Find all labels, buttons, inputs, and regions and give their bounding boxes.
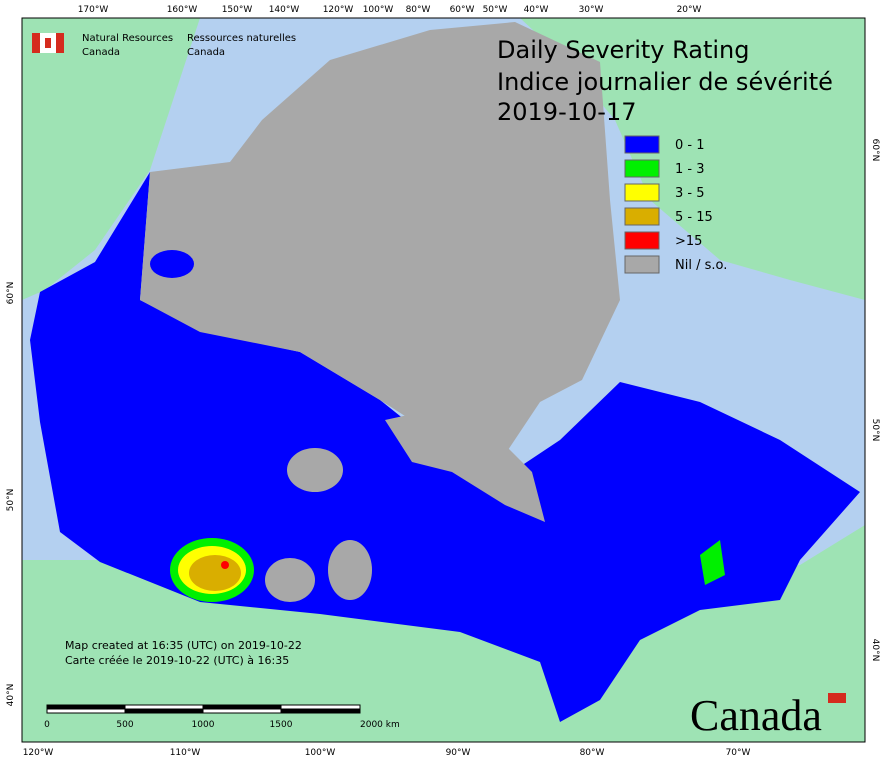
scale-segment [124, 708, 204, 714]
lon-label: 150°W [222, 5, 253, 15]
usa [22, 525, 865, 742]
arctic [140, 22, 620, 462]
scale-segment [46, 704, 126, 710]
scale-segment [202, 704, 282, 710]
title-line: Daily Severity Rating [497, 36, 749, 64]
flag-band [56, 33, 64, 53]
lon-label: 100°W [305, 748, 336, 758]
wordmark: Canada [690, 691, 822, 740]
scale-label: 500 [116, 720, 133, 730]
lat-label: 60°N [6, 282, 16, 305]
wordmark-flag [828, 693, 846, 703]
lon-label: 60°W [450, 5, 475, 15]
scale-segment [46, 708, 126, 714]
agency-fr: Canada [187, 47, 225, 58]
rating-patch [221, 561, 229, 569]
lon-label: 50°W [483, 5, 508, 15]
greenland [520, 18, 865, 300]
legend-label: 3 - 5 [675, 186, 705, 201]
lon-label: 140°W [269, 5, 300, 15]
legend-label: 0 - 1 [675, 138, 705, 153]
lon-label: 100°W [363, 5, 394, 15]
nil-patch [287, 448, 343, 492]
lon-label: 20°W [677, 5, 702, 15]
lon-label: 160°W [167, 5, 198, 15]
lon-label: 40°W [524, 5, 549, 15]
legend-swatch [624, 231, 660, 250]
lon-label: 80°W [406, 5, 431, 15]
lon-label: 70°W [726, 748, 751, 758]
lon-label: 90°W [446, 748, 471, 758]
lon-label: 170°W [78, 5, 109, 15]
agency-en: Natural Resources [82, 33, 173, 44]
lon-label: 120°W [323, 5, 354, 15]
scale-label: 0 [44, 720, 50, 730]
lon-label: 80°W [580, 748, 605, 758]
alaska [22, 18, 200, 300]
legend-swatch [624, 159, 660, 178]
agency-fr: Ressources naturelles [187, 33, 296, 44]
nil-patch [328, 540, 372, 600]
footer-line: Carte créée le 2019-10-22 (UTC) à 16:35 [65, 654, 289, 667]
lat-label: 60°N [870, 139, 880, 162]
agency-en: Canada [82, 47, 120, 58]
lat-label: 50°N [870, 419, 880, 442]
legend-swatch [624, 255, 660, 274]
footer-line: Map created at 16:35 (UTC) on 2019-10-22 [65, 639, 302, 652]
legend-swatch [624, 183, 660, 202]
lon-label: 30°W [579, 5, 604, 15]
lon-label: 120°W [23, 748, 54, 758]
legend-label: 1 - 3 [675, 162, 705, 177]
logo [32, 33, 64, 53]
flag-leaf [45, 38, 51, 48]
scale-label: 1500 [270, 720, 293, 730]
scale-segment [280, 704, 361, 710]
nil-patch [265, 558, 315, 602]
legend-label: 5 - 15 [675, 210, 713, 225]
flag-band [32, 33, 40, 53]
legend-label: >15 [675, 234, 702, 249]
scale-label: 1000 [192, 720, 215, 730]
map [22, 18, 865, 742]
hudson-bay [385, 408, 545, 522]
rating-patch [189, 555, 241, 591]
lat-label: 40°N [6, 684, 16, 707]
legend-label: Nil / s.o. [675, 258, 727, 273]
legend-swatch [624, 135, 660, 154]
title-line: Indice journalier de sévérité [497, 68, 833, 96]
scale-segment [202, 708, 282, 714]
scale-segment [280, 708, 361, 714]
scale-label: 2000 km [360, 720, 400, 730]
rating-patch [700, 540, 725, 585]
lon-label: 110°W [170, 748, 201, 758]
frame [21, 17, 866, 743]
scale-segment [124, 704, 204, 710]
lat-label: 40°N [870, 639, 880, 662]
lat-label: 50°N [6, 489, 16, 512]
lake-patch [150, 250, 194, 278]
title-line: 2019-10-17 [497, 98, 636, 126]
legend-swatch [624, 207, 660, 226]
